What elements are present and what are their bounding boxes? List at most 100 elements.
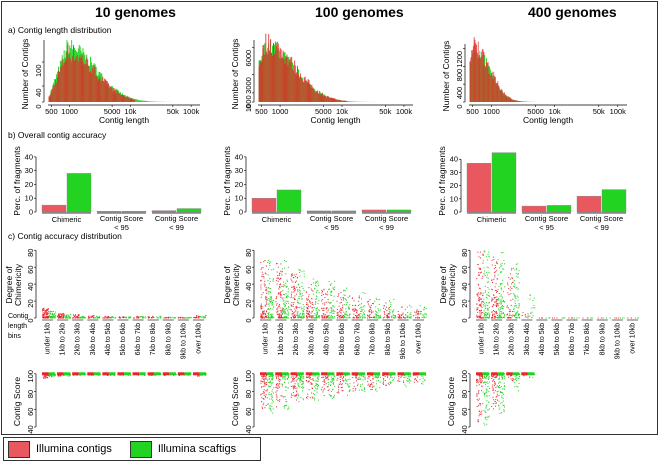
point-scaftig [298,378,300,380]
point-contig [133,374,135,376]
section-a-title: a) Contig length distribution [8,25,112,35]
point-scaftig [361,310,363,312]
hist-bar-contigs [517,101,519,102]
point-contig [309,376,311,378]
hist-bar-contigs [73,45,75,102]
point-scaftig [499,313,501,315]
point-scaftig [499,407,501,409]
point-scaftig [287,300,289,302]
point-scaftig [315,315,317,317]
point-scaftig [420,375,422,377]
point-contig [479,373,481,375]
point-scaftig [187,373,189,375]
point-scaftig [375,313,377,315]
chimericity-scatter-1 [34,249,207,321]
point-scaftig [285,389,287,391]
point-contig [476,398,478,400]
point-contig [260,317,262,319]
point-scaftig [333,317,335,319]
point-contig [166,317,168,319]
hist-bar-contigs [109,86,111,102]
point-scaftig [484,313,486,315]
point-scaftig [332,377,334,379]
point-scaftig [489,387,491,389]
point-contig [491,289,493,291]
point-contig [372,382,374,384]
point-contig [496,291,498,293]
point-contig [260,316,262,318]
point-scaftig [389,373,391,375]
point-scaftig [267,286,269,288]
hist-bar-contigs [280,49,282,102]
point-contig [321,294,323,296]
point-scaftig [502,291,504,293]
point-scaftig [364,389,366,391]
point-contig [491,380,493,382]
point-contig [402,312,404,314]
point-contig [59,316,61,318]
point-contig [105,317,107,319]
point-contig [281,285,283,287]
point-scaftig [348,306,350,308]
point-contig [136,373,138,375]
point-contig [279,316,281,318]
point-scaftig [503,299,505,301]
point-contig [587,317,589,319]
point-scaftig [288,306,290,308]
point-scaftig [486,396,488,398]
point-contig [414,311,416,313]
point-scaftig [348,295,350,297]
point-scaftig [486,394,488,396]
point-contig [307,393,309,395]
point-scaftig [269,300,271,302]
point-contig [307,395,309,397]
point-contig [280,395,282,397]
hist-y-tick-label: 1000 [244,95,253,112]
point-contig [260,394,262,396]
point-contig [310,284,312,286]
point-contig [356,317,358,319]
point-contig [265,382,267,384]
bar-y-label: Perc. of fragments [222,146,232,215]
point-scaftig [330,384,332,386]
point-scaftig [514,379,516,381]
point-scaftig [500,294,502,296]
point-contig [308,373,310,375]
point-scaftig [512,267,514,269]
point-scaftig [348,390,350,392]
point-contig [324,314,326,316]
point-contig [58,373,60,375]
point-scaftig [126,317,128,319]
point-scaftig [333,396,335,398]
point-contig [61,315,63,317]
point-scaftig [390,304,392,306]
point-scaftig [269,308,271,310]
point-contig [78,373,80,375]
point-scaftig [330,284,332,286]
point-contig [336,392,338,394]
point-contig [292,378,294,380]
point-scaftig [343,380,345,382]
point-scaftig [347,394,349,396]
point-contig [307,310,309,312]
point-scaftig [312,278,314,280]
point-contig [296,286,298,288]
hist-bar-contigs [513,99,514,102]
point-scaftig [377,374,379,376]
point-contig [477,251,479,253]
point-scaftig [484,410,486,412]
point-scaftig [318,309,320,311]
point-scaftig [54,374,56,376]
point-contig [122,373,124,375]
point-contig [195,317,197,319]
point-contig [310,316,312,318]
scatter-y-tick-label: 80 [26,249,35,257]
point-contig [524,314,526,316]
bar-y-tick-label: 30 [235,166,243,175]
point-scaftig [488,312,490,314]
point-scaftig [286,316,288,318]
point-contig [323,307,325,309]
point-scaftig [81,373,83,375]
point-scaftig [283,376,285,378]
point-contig [265,299,267,301]
